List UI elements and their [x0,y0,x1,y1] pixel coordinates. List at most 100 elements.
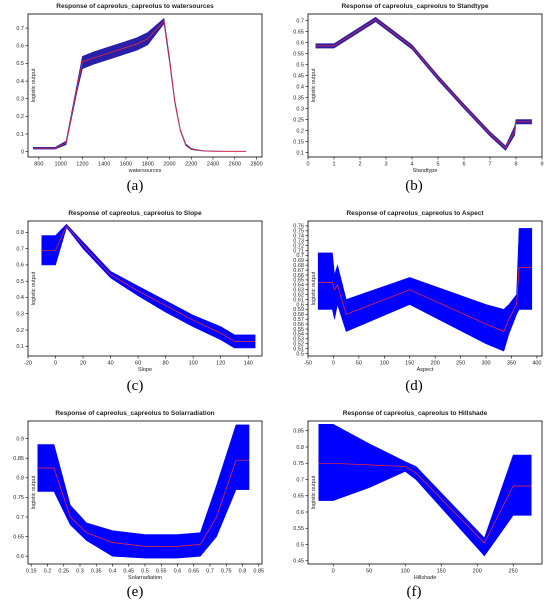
x-tick-label: 350 [507,361,516,367]
panel-b: Response of capreolus_capreolus to Stand… [293,3,543,194]
x-tick-label: 20 [80,361,86,367]
y-tick-label: 0.4 [16,295,24,301]
y-tick-label: 0.6 [296,510,304,516]
y-tick-label: 0.55 [293,526,304,532]
y-tick-label: 0.71 [293,248,304,254]
y-axis-label: logistic output [31,475,37,509]
y-tick-label: 0.7 [296,18,304,24]
x-tick-label: 0.25 [58,569,69,575]
plot-frame [27,13,263,158]
x-tick-label: 300 [481,361,490,367]
plot-frame [307,13,543,158]
x-tick-label: 6 [462,162,465,168]
x-tick-label: 80 [163,361,169,367]
y-tick-label: 0.6 [16,554,24,560]
y-tick-label: 0.6 [296,40,304,46]
x-axis-label: Hillshade [414,575,437,581]
x-tick-label: 60 [135,361,141,367]
y-tick-label: 0.6 [16,263,24,269]
x-tick-label: 140 [244,361,253,367]
y-tick-label: 0.75 [293,461,304,467]
y-tick-label: 0.1 [16,344,24,350]
x-tick-label: 100 [380,361,389,367]
plot-frame [27,220,263,357]
x-tick-label: 3 [384,162,387,168]
y-tick-label: 0.45 [293,559,304,565]
x-axis-label: Slope [138,367,152,373]
x-tick-label: 0.35 [91,569,102,575]
x-tick-label: 150 [437,569,446,575]
panel-caption: (a) [127,178,144,194]
x-tick-label: 1400 [98,162,110,168]
y-tick-label: 0.5 [296,351,304,357]
x-tick-label: 0.65 [188,569,199,575]
x-tick-label: 0.2 [44,569,52,575]
y-tick-label: 0.54 [293,332,304,338]
y-tick-label: 0.8 [16,230,24,236]
x-tick-label: 4 [410,162,413,168]
y-tick-label: 0.74 [293,234,304,240]
y-tick-label: 0.9 [16,436,24,442]
y-tick-label: 0.65 [13,534,24,540]
x-tick-label: 0.85 [253,569,264,575]
x-tick-label: 5 [436,162,439,168]
x-tick-label: 0.55 [156,569,167,575]
y-tick-label: 0.6 [16,44,24,50]
x-tick-label: 9 [540,162,543,168]
y-tick-label: 0.65 [293,494,304,500]
y-tick-label: 0.53 [293,337,304,343]
confidence-band [318,424,532,557]
y-axis-label: logistic output [311,68,317,102]
mean-response-line [318,462,532,544]
confidence-band [33,17,246,152]
x-axis-label: Solarradiation [128,575,162,581]
x-axis-label: watersources [128,168,162,174]
panel-e: Response of capreolus_capreolus to Solar… [13,410,264,600]
x-tick-label: 0.5 [141,569,149,575]
y-tick-label: 0.55 [293,327,304,333]
y-tick-label: 0.2 [16,114,24,120]
x-tick-label: 0.3 [76,569,84,575]
x-tick-label: 1600 [120,162,132,168]
y-tick-label: 0.75 [293,229,304,235]
x-tick-label: 0 [54,361,57,367]
x-tick-label: -50 [304,361,312,367]
y-tick-label: 0.85 [13,456,24,462]
confidence-band [41,223,256,349]
y-tick-label: 0.6 [296,302,304,308]
y-tick-label: 0.3 [296,106,304,112]
y-tick-label: 0.2 [296,128,304,134]
panel-f: Response of capreolus_capreolus to Hills… [293,410,543,600]
y-tick-label: 0.64 [293,283,304,289]
panel-title: Response of capreolus_capreolus to Aspec… [346,210,484,217]
x-tick-label: 120 [216,361,225,367]
x-tick-label: 8 [514,162,517,168]
y-tick-label: 0.7 [16,246,24,252]
panel-d: Response of capreolus_capreolus to Aspec… [293,210,543,394]
panel-caption: (e) [127,584,144,600]
confidence-band [315,16,532,151]
x-tick-label: 0 [332,361,335,367]
y-tick-label: 0.4 [296,84,304,90]
mean-response-line [33,20,246,152]
y-tick-label: 0.7 [16,515,24,521]
y-axis-label: logistic output [31,271,37,305]
y-tick-label: 0.75 [13,495,24,501]
x-tick-label: 2000 [163,162,175,168]
x-tick-label: 7 [488,162,491,168]
x-tick-label: 0.45 [123,569,134,575]
x-tick-label: 400 [532,361,541,367]
y-tick-label: 0.5 [16,61,24,67]
y-tick-label: 0.8 [296,445,304,451]
panel-caption: (c) [127,378,144,394]
x-tick-label: 2800 [250,162,262,168]
mean-response-line [318,267,532,332]
x-tick-label: 100 [189,361,198,367]
x-tick-label: -20 [24,361,32,367]
y-tick-label: 0.15 [293,139,304,145]
y-tick-label: 0.52 [293,342,304,348]
panel-caption: (d) [405,378,423,394]
y-tick-label: 0.5 [296,542,304,548]
x-tick-label: 800 [34,162,43,168]
y-tick-label: 0.8 [16,476,24,482]
